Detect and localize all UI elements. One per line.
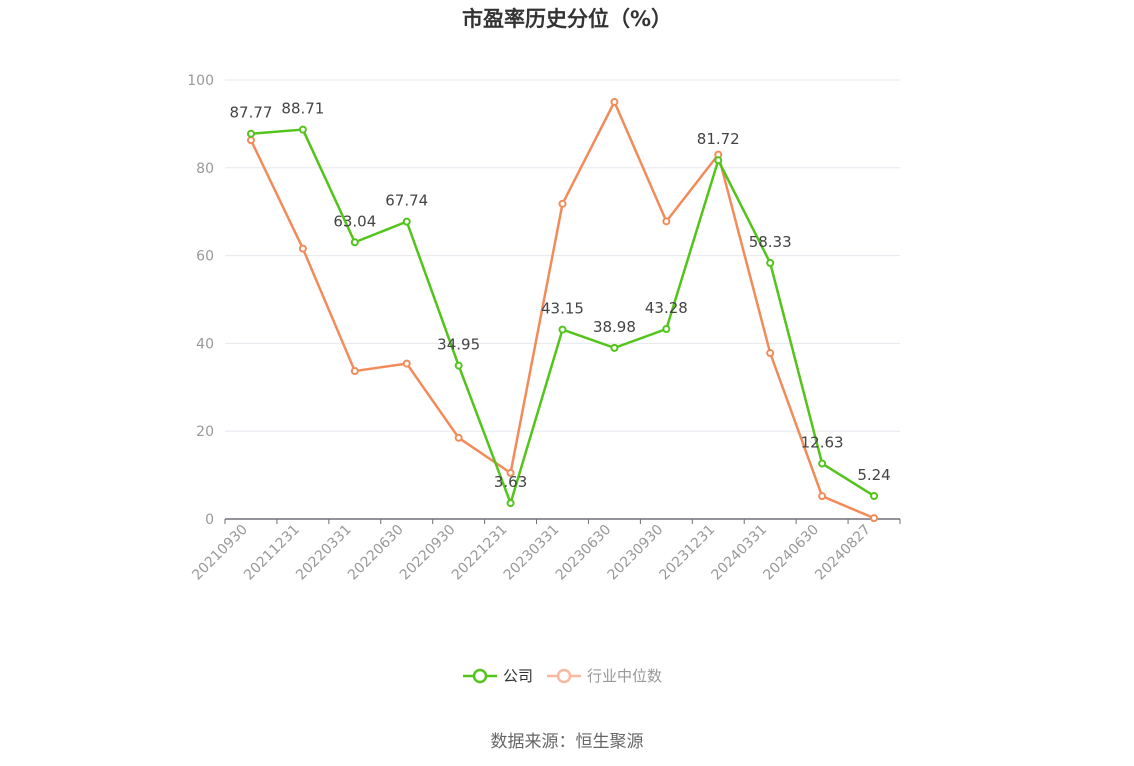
data-label: 67.74: [385, 192, 428, 210]
x-tick-label: 20220331: [293, 522, 355, 584]
data-point: [350, 367, 359, 376]
x-tick-label: 20220630: [345, 522, 407, 584]
data-point: [298, 125, 307, 134]
data-point: [246, 129, 255, 138]
data-point: [506, 468, 515, 477]
x-tick-label: 20220930: [397, 522, 459, 584]
data-point: [662, 217, 671, 226]
data-point: [454, 361, 463, 370]
data-point: [870, 491, 879, 500]
data-point: [714, 156, 723, 165]
data-point: [402, 217, 411, 226]
data-point: [766, 349, 775, 358]
y-tick-label: 0: [205, 512, 214, 528]
legend-marker-icon: [556, 668, 572, 684]
axes: 0204060801002021093020211231202203312022…: [187, 73, 901, 584]
data-label: 38.98: [593, 318, 636, 336]
y-tick-label: 40: [196, 336, 214, 352]
data-point: [558, 199, 567, 208]
y-tick-label: 100: [187, 73, 214, 89]
y-tick-label: 20: [196, 424, 214, 440]
x-tick-label: 20230331: [501, 522, 563, 584]
legend-item-1[interactable]: 行业中位数: [547, 667, 662, 685]
y-tick-label: 60: [196, 249, 214, 265]
data-label: 5.24: [857, 466, 890, 484]
data-point: [610, 97, 619, 106]
x-tick-label: 20230930: [605, 522, 667, 584]
legend: 公司 行业中位数: [463, 667, 662, 685]
x-tick-label: 20230630: [553, 522, 615, 584]
data-label: 63.04: [333, 212, 376, 230]
data-point: [454, 433, 463, 442]
data-label: 34.95: [437, 336, 480, 354]
data-point: [766, 258, 775, 267]
data-point: [610, 343, 619, 352]
data-point: [246, 136, 255, 145]
data-label: 81.72: [697, 130, 740, 148]
data-label: 58.33: [749, 233, 792, 251]
data-point: [558, 325, 567, 334]
x-tick-label: 20240630: [760, 522, 822, 584]
data-point: [818, 492, 827, 501]
data-point: [402, 359, 411, 368]
x-tick-label: 20231231: [657, 522, 719, 584]
data-point: [298, 244, 307, 253]
x-tick-label: 20211231: [241, 522, 303, 584]
series-layer: [246, 97, 879, 523]
data-point: [506, 499, 515, 508]
legend-label: 行业中位数: [587, 667, 662, 685]
grid-lines: [225, 79, 900, 432]
data-label: 43.28: [645, 299, 688, 317]
x-tick-label: 20221231: [449, 522, 511, 584]
data-label: 87.77: [229, 104, 272, 122]
data-point: [818, 459, 827, 468]
data-label: 12.63: [801, 434, 844, 452]
chart-title: 市盈率历史分位（%）: [462, 7, 672, 31]
data-point: [662, 325, 671, 334]
legend-item-0[interactable]: 公司: [463, 667, 533, 685]
data-point: [350, 238, 359, 247]
data-source: 数据来源：恒生聚源: [491, 732, 644, 752]
data-point: [870, 514, 879, 523]
x-tick-label: 20240331: [708, 522, 770, 584]
data-label: 3.63: [494, 473, 527, 491]
data-labels: 87.77 88.71 63.04 67.74 34.95 3.63 43.15 38.98 4…: [229, 100, 890, 492]
y-tick-label: 80: [196, 161, 214, 177]
legend-label: 公司: [503, 667, 533, 685]
data-label: 88.71: [281, 100, 324, 118]
x-tick-label: 20210930: [189, 522, 251, 584]
x-tick-label: 20240827: [812, 522, 874, 584]
data-label: 43.15: [541, 300, 584, 318]
legend-marker-icon: [472, 668, 488, 684]
